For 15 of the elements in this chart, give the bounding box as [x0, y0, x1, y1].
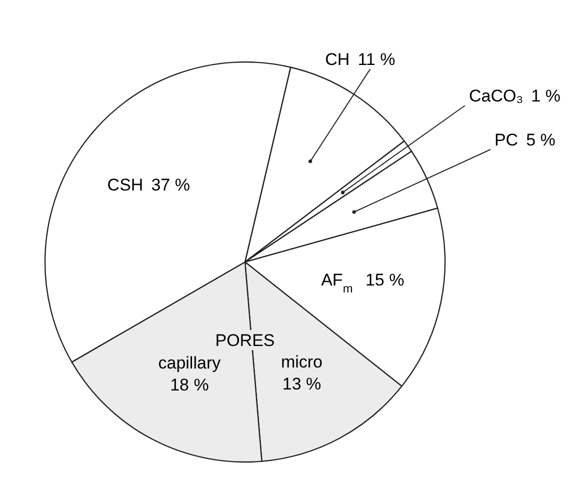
data-label: 13 % — [282, 374, 322, 394]
slice-label: micro — [280, 352, 323, 372]
slice-label: PC — [494, 130, 518, 150]
text: PORES — [215, 331, 275, 350]
slice-label: CSH — [107, 175, 144, 194]
data-label: 15 % — [365, 270, 404, 290]
slice-label: capillary — [158, 353, 222, 372]
slice-label: CH — [325, 50, 350, 70]
data-label: 5 % — [526, 130, 556, 150]
data-label: 11 % — [358, 50, 396, 70]
slice-label: AF$_{m}$ — [321, 270, 353, 296]
slice-label: CaCO₃ — [469, 86, 524, 106]
data-label: 1 % — [531, 86, 560, 106]
data-label: 18 % — [170, 375, 209, 394]
data-label: 37 % — [151, 175, 190, 194]
